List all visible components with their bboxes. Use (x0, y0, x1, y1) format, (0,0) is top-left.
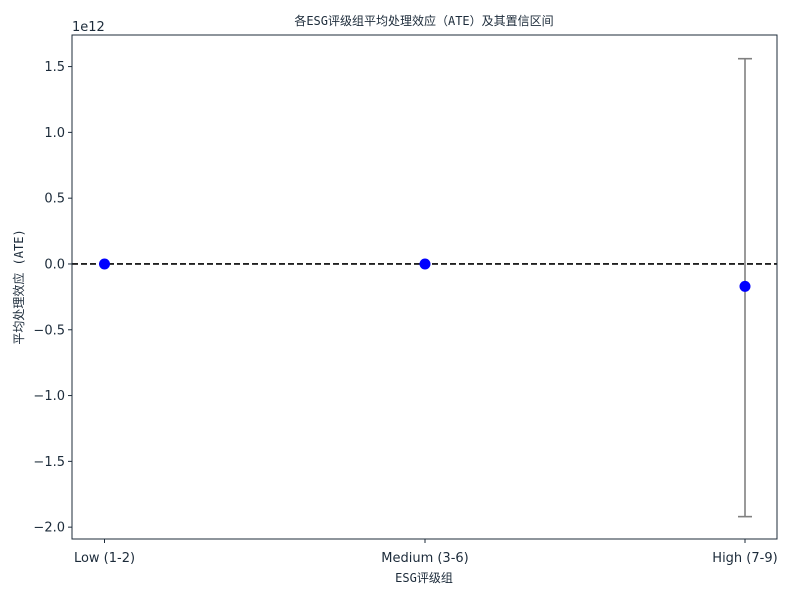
y-tick-label: 0.5 (44, 192, 65, 207)
y-tick-label: 1.5 (44, 60, 65, 75)
y-tick-label: −1.0 (33, 389, 65, 404)
y-tick-label: −2.0 (33, 521, 65, 536)
x-tick-label: Low (1-2) (74, 551, 135, 566)
x-axis-title: ESG评级组 (395, 571, 453, 585)
y-axis-title: 平均处理效应 (ATE) (11, 229, 26, 344)
plot-frame (71, 34, 778, 540)
data-point (739, 280, 751, 292)
y-tick-label: −1.5 (33, 455, 65, 470)
chart-title: 各ESG评级组平均处理效应（ATE）及其置信区间 (294, 13, 553, 28)
y-tick-label: 0.0 (44, 257, 65, 272)
x-tick-label: High (7-9) (712, 551, 777, 566)
plot-area: −2.0 −1.5 −1.0 −0.5 0.0 0.5 1.0 1.5 Low (1-2) Med… (33, 57, 778, 566)
data-point (99, 258, 110, 270)
y-offset-label: 1e12 (72, 20, 105, 35)
y-tick-label: 1.0 (44, 126, 65, 141)
x-tick-label: Medium (3-6) (381, 551, 469, 566)
y-tick-label: −0.5 (33, 323, 65, 338)
data-point (419, 258, 431, 270)
